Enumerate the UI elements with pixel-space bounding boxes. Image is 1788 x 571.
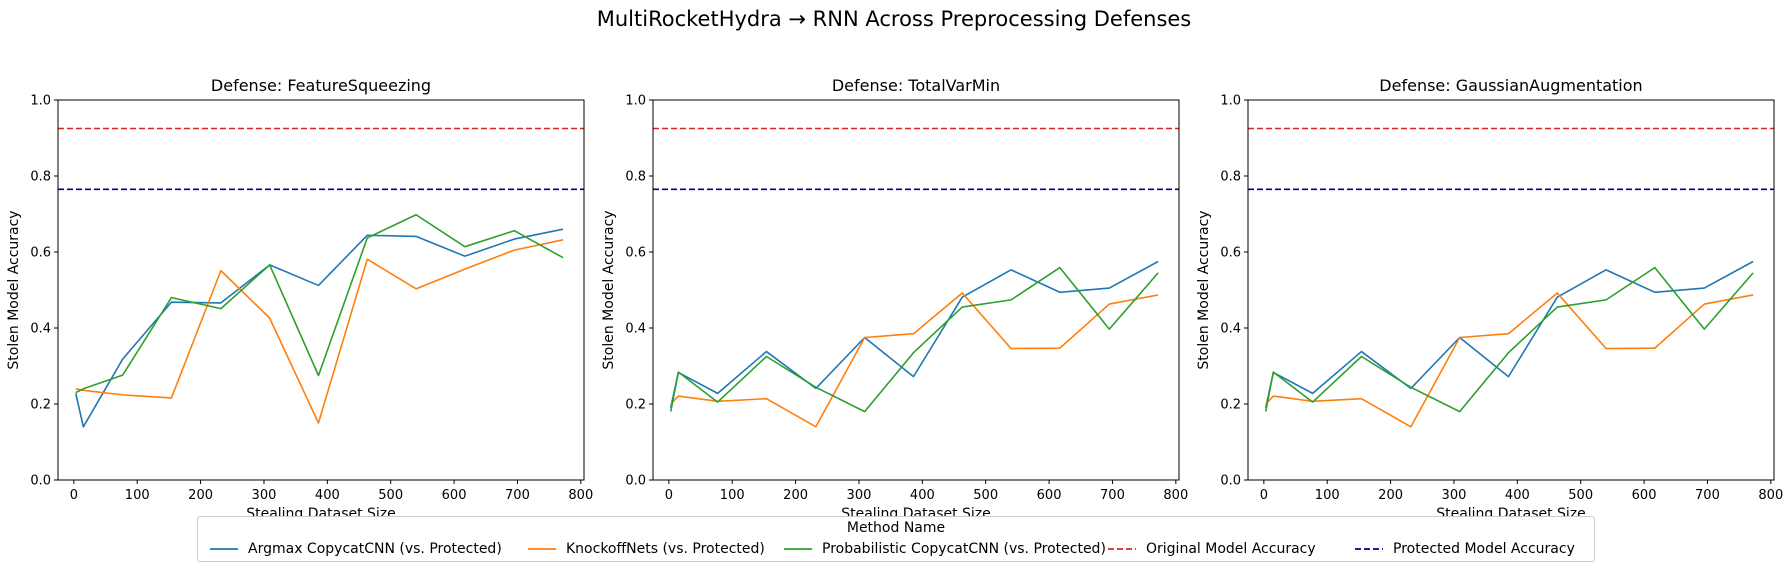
x-tick-label: 700 [1695,488,1720,503]
y-tick-label: 0.8 [625,170,646,185]
y-tick-label: 0.6 [30,246,51,261]
y-tick-label: 1.0 [625,94,646,109]
x-tick-label: 100 [1315,488,1340,503]
y-tick-label: 0.2 [30,398,51,413]
y-tick-label: 0.8 [30,170,51,185]
y-tick-label: 0.6 [1220,246,1241,261]
legend-swatch [1355,548,1383,550]
x-tick-label: 300 [252,488,277,503]
x-tick-label: 0 [1260,488,1268,503]
subplot-title: Defense: GaussianAugmentation [1379,76,1642,95]
subplot-title: Defense: TotalVarMin [832,76,1000,95]
x-tick-label: 0 [665,488,673,503]
legend-label: Argmax CopycatCNN (vs. Protected) [248,541,502,557]
x-tick-label: 400 [910,488,935,503]
y-tick-label: 0.0 [625,474,646,489]
x-tick-label: 700 [1100,488,1125,503]
legend-title: Method Name [846,520,946,536]
figure-title: MultiRocketHydra → RNN Across Preprocess… [597,7,1192,31]
argmax-copycatcnn-line [669,260,1159,408]
y-tick-label: 0.2 [1220,398,1241,413]
y-tick-label: 1.0 [30,94,51,109]
x-tick-label: 200 [1378,488,1403,503]
x-tick-label: 600 [1632,488,1657,503]
legend-swatch [1108,548,1136,550]
x-tick-label: 100 [125,488,150,503]
legend-label: Original Model Accuracy [1146,541,1316,557]
x-tick-label: 300 [1442,488,1467,503]
x-tick-label: 800 [1163,488,1188,503]
x-tick-label: 500 [378,488,403,503]
probabilistic-copycatcnn-line [75,213,564,394]
legend-swatch [210,548,238,550]
x-tick-label: 700 [505,488,530,503]
x-tick-label: 800 [1758,488,1783,503]
axes-frame [57,99,585,481]
subplots: Defense: FeatureSqueezing 0 100 200 300 400 50… [6,76,1783,522]
knockoffnets-line [1265,292,1754,428]
subplot-1: Defense: FeatureSqueezing 0 100 200 300 400 50… [6,76,593,522]
x-tick-label: 600 [442,488,467,503]
subplot-title: Defense: FeatureSqueezing [211,76,431,95]
x-tick-label: 500 [1568,488,1593,503]
y-tick-label: 0.4 [1220,322,1241,337]
y-tick-label: 0.0 [1220,474,1241,489]
y-axis-label: Stolen Model Accuracy [1196,210,1212,369]
legend-label: Probabilistic CopycatCNN (vs. Protected) [822,541,1106,557]
subplot-2: Defense: TotalVarMin 0 100 200 300 400 500 600 7… [601,76,1188,522]
x-tick-label: 400 [1505,488,1530,503]
legend-item-protected-accuracy: Protected Model Accuracy [1355,540,1575,558]
probabilistic-copycatcnn-line [1264,266,1754,413]
y-tick-label: 0.2 [625,398,646,413]
y-axis-label: Stolen Model Accuracy [601,210,617,369]
x-tick-label: 200 [783,488,808,503]
knockoffnets-line [670,292,1159,428]
legend-swatch [784,548,812,550]
y-tick-label: 0.4 [30,322,51,337]
legend-item-original-accuracy: Original Model Accuracy [1108,540,1316,558]
legend-swatch [528,548,556,550]
probabilistic-copycatcnn-line [669,266,1159,413]
y-tick-label: 0.8 [1220,170,1241,185]
y-tick-label: 0.4 [625,322,646,337]
x-tick-label: 200 [188,488,213,503]
x-tick-label: 400 [315,488,340,503]
legend-label: KnockoffNets (vs. Protected) [566,541,765,557]
knockoffnets-line [75,239,564,424]
x-tick-label: 100 [720,488,745,503]
argmax-copycatcnn-line [1264,260,1754,408]
y-tick-label: 0.6 [625,246,646,261]
argmax-copycatcnn-line [74,228,564,428]
y-tick-label: 1.0 [1220,94,1241,109]
legend-item-argmax-copycatcnn: Argmax CopycatCNN (vs. Protected) [210,540,502,558]
subplot-3: Defense: GaussianAugmentation 0 100 200 300 4… [1196,76,1783,522]
x-tick-label: 0 [70,488,78,503]
x-tick-label: 600 [1037,488,1062,503]
axes-frame [1247,99,1775,481]
y-tick-label: 0.0 [30,474,51,489]
x-tick-label: 800 [568,488,593,503]
legend-item-probabilistic-copycatcnn: Probabilistic CopycatCNN (vs. Protected) [784,540,1106,558]
axes-frame [652,99,1180,481]
x-tick-label: 500 [973,488,998,503]
legend-item-knockoffnets: KnockoffNets (vs. Protected) [528,540,765,558]
legend-label: Protected Model Accuracy [1393,541,1575,557]
x-tick-label: 300 [847,488,872,503]
y-axis-label: Stolen Model Accuracy [6,210,22,369]
legend: Method Name Argmax CopycatCNN (vs. Prote… [197,516,1595,562]
